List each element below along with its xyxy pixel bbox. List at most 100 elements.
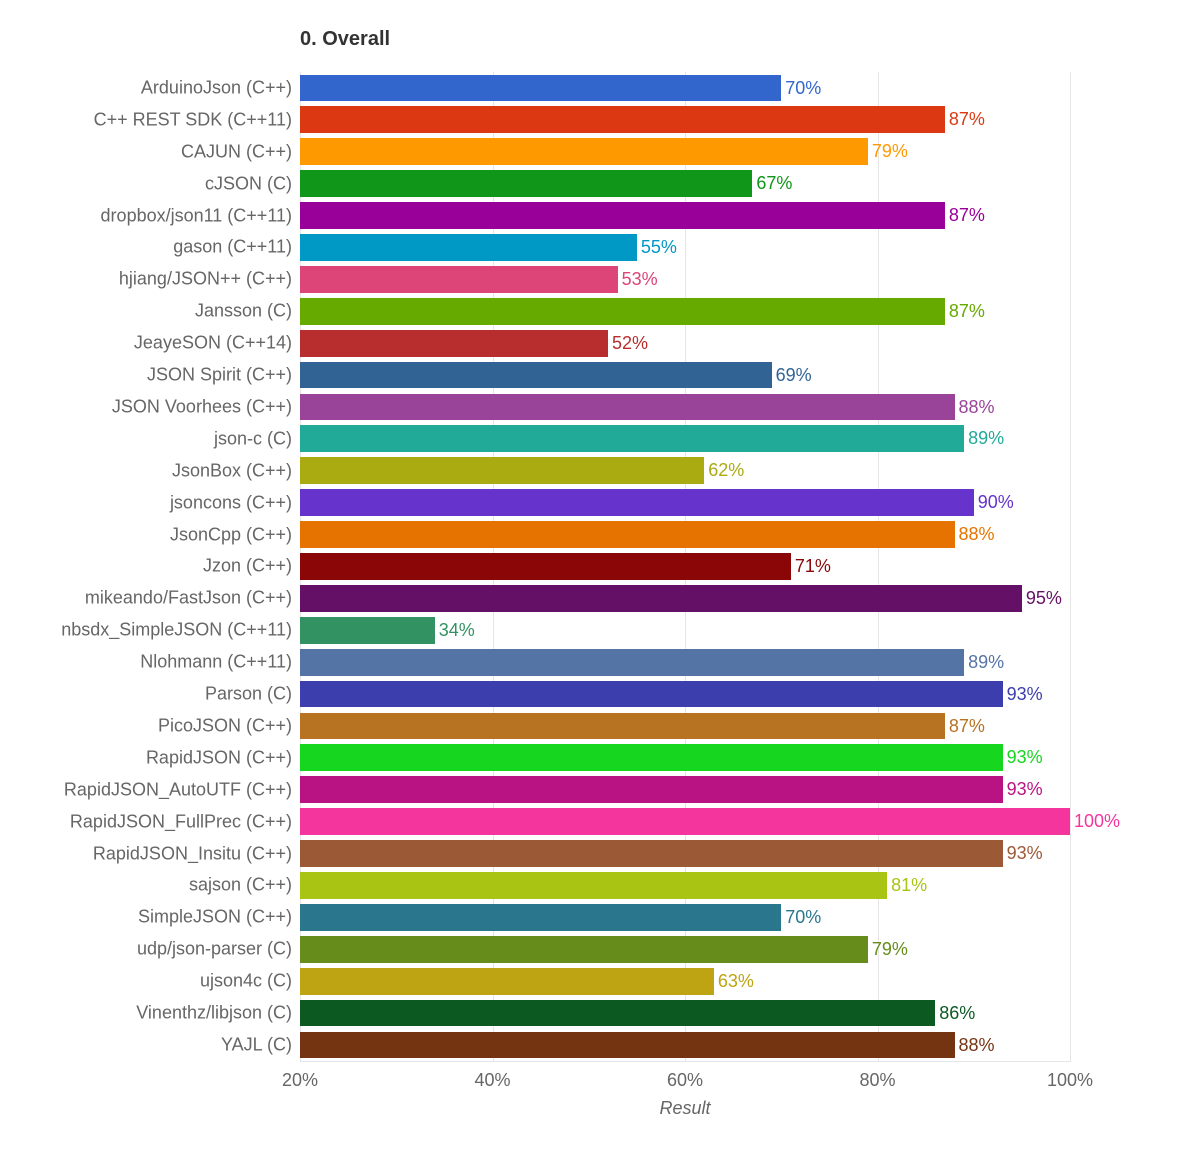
y-axis-label: C++ REST SDK (C++11)	[94, 109, 300, 130]
bar	[300, 106, 945, 133]
bar-value-label: 93%	[1007, 840, 1043, 867]
bar	[300, 904, 781, 931]
bar	[300, 1032, 955, 1059]
y-axis-label: jsoncons (C++)	[170, 492, 300, 513]
bar-value-label: 87%	[949, 202, 985, 229]
bar	[300, 425, 964, 452]
bar	[300, 521, 955, 548]
bar	[300, 872, 887, 899]
bar	[300, 744, 1003, 771]
y-axis-label: YAJL (C)	[221, 1034, 300, 1055]
bar-value-label: 100%	[1074, 808, 1120, 835]
bar-value-label: 70%	[785, 75, 821, 102]
y-axis-label: udp/json-parser (C)	[137, 939, 300, 960]
bar-value-label: 87%	[949, 713, 985, 740]
bar-value-label: 67%	[756, 170, 792, 197]
y-axis-label: nbsdx_SimpleJSON (C++11)	[61, 620, 300, 641]
grid-line	[1070, 72, 1071, 1062]
bar	[300, 681, 1003, 708]
bar-value-label: 34%	[439, 617, 475, 644]
bar-value-label: 62%	[708, 457, 744, 484]
bar-value-label: 93%	[1007, 776, 1043, 803]
y-axis-label: Jansson (C)	[195, 301, 300, 322]
bar	[300, 457, 704, 484]
bar	[300, 202, 945, 229]
y-axis-label: Jzon (C++)	[203, 556, 300, 577]
chart-title: 0. Overall	[300, 28, 390, 51]
plot-area: ArduinoJson (C++)70%C++ REST SDK (C++11)…	[300, 72, 1070, 1062]
bar	[300, 936, 868, 963]
y-axis-label: RapidJSON_Insitu (C++)	[93, 843, 300, 864]
bar	[300, 266, 618, 293]
bar-value-label: 88%	[959, 394, 995, 421]
y-axis-label: ujson4c (C)	[200, 971, 300, 992]
y-axis-label: PicoJSON (C++)	[158, 715, 300, 736]
bar	[300, 362, 772, 389]
bar	[300, 298, 945, 325]
bar	[300, 776, 1003, 803]
y-axis-label: RapidJSON_AutoUTF (C++)	[64, 779, 300, 800]
x-axis-tick-label: 100%	[1047, 1070, 1093, 1091]
bar	[300, 840, 1003, 867]
y-axis-label: cJSON (C)	[205, 173, 300, 194]
y-axis-label: ArduinoJson (C++)	[141, 77, 300, 98]
y-axis-label: json-c (C)	[214, 428, 300, 449]
bar-value-label: 93%	[1007, 744, 1043, 771]
bar	[300, 968, 714, 995]
y-axis-label: hjiang/JSON++ (C++)	[119, 269, 300, 290]
bar	[300, 553, 791, 580]
x-axis-line	[300, 1061, 1070, 1062]
chart-container: 0. Overall ArduinoJson (C++)70%C++ REST …	[0, 0, 1192, 1150]
y-axis-label: RapidJSON_FullPrec (C++)	[70, 811, 300, 832]
y-axis-label: sajson (C++)	[189, 875, 300, 896]
bar-value-label: 79%	[872, 936, 908, 963]
bar	[300, 170, 752, 197]
bar	[300, 330, 608, 357]
y-axis-label: Nlohmann (C++11)	[140, 652, 300, 673]
bar-value-label: 95%	[1026, 585, 1062, 612]
bar	[300, 617, 435, 644]
bar-value-label: 71%	[795, 553, 831, 580]
bar	[300, 138, 868, 165]
bar-value-label: 81%	[891, 872, 927, 899]
bar-value-label: 86%	[939, 1000, 975, 1027]
x-axis-tick-label: 20%	[282, 1070, 318, 1091]
x-axis-tick-label: 40%	[474, 1070, 510, 1091]
y-axis-label: JSON Voorhees (C++)	[112, 396, 300, 417]
y-axis-label: JsonBox (C++)	[172, 460, 300, 481]
bar	[300, 394, 955, 421]
bar	[300, 489, 974, 516]
y-axis-label: CAJUN (C++)	[181, 141, 300, 162]
bar-value-label: 55%	[641, 234, 677, 261]
bar	[300, 808, 1070, 835]
bar-value-label: 70%	[785, 904, 821, 931]
bar-value-label: 90%	[978, 489, 1014, 516]
bar-value-label: 87%	[949, 298, 985, 325]
bar	[300, 713, 945, 740]
bar-value-label: 52%	[612, 330, 648, 357]
x-axis-tick-label: 60%	[667, 1070, 703, 1091]
bar	[300, 234, 637, 261]
y-axis-label: RapidJSON (C++)	[146, 747, 300, 768]
bar-value-label: 69%	[776, 362, 812, 389]
bar-value-label: 89%	[968, 649, 1004, 676]
bar-value-label: 63%	[718, 968, 754, 995]
y-axis-label: Vinenthz/libjson (C)	[136, 1003, 300, 1024]
x-axis-title: Result	[659, 1098, 710, 1119]
bar-value-label: 93%	[1007, 681, 1043, 708]
bar	[300, 649, 964, 676]
bar-value-label: 87%	[949, 106, 985, 133]
y-axis-label: JeayeSON (C++14)	[134, 333, 300, 354]
y-axis-label: mikeando/FastJson (C++)	[85, 588, 300, 609]
bar	[300, 585, 1022, 612]
y-axis-label: JSON Spirit (C++)	[147, 365, 300, 386]
bar-value-label: 79%	[872, 138, 908, 165]
bar-value-label: 88%	[959, 1032, 995, 1059]
bar-value-label: 88%	[959, 521, 995, 548]
x-axis-tick-label: 80%	[859, 1070, 895, 1091]
y-axis-label: JsonCpp (C++)	[170, 524, 300, 545]
bar-value-label: 53%	[622, 266, 658, 293]
y-axis-label: gason (C++11)	[173, 237, 300, 258]
bar	[300, 75, 781, 102]
bar-value-label: 89%	[968, 425, 1004, 452]
